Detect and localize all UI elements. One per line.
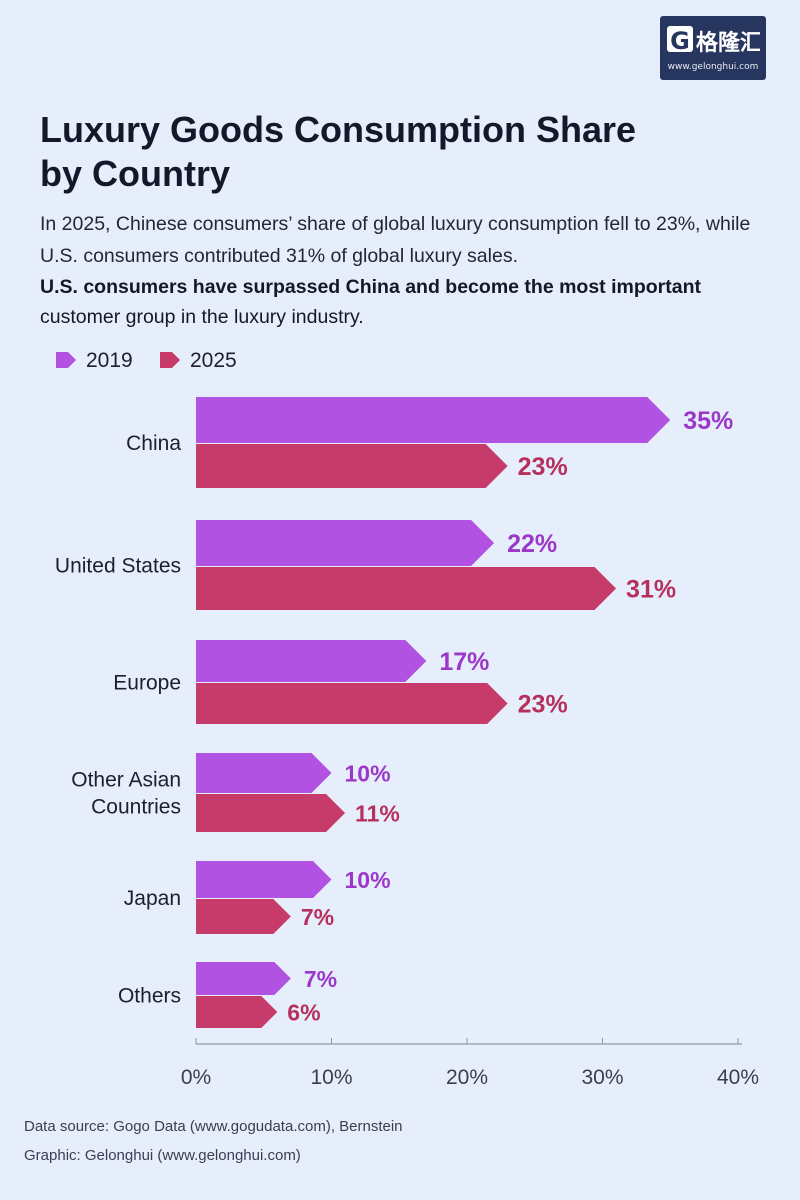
bar-2025-japan <box>196 899 291 934</box>
bar-2025-other-asian-countries <box>196 794 346 832</box>
bar-2019-others <box>196 962 291 995</box>
chart-takeaway: U.S. consumers have surpassed China and … <box>40 272 770 332</box>
chart-subtitle: In 2025, Chinese consumers’ share of glo… <box>40 213 751 267</box>
category-label-japan: Japan <box>124 887 181 910</box>
chart-takeaway-bold: U.S. consumers have surpassed China and … <box>40 276 702 298</box>
bar-2025-others <box>196 996 278 1028</box>
brand-logo: G 格隆汇 www.gelonghui.com <box>660 16 766 80</box>
category-label-china: China <box>126 432 181 455</box>
x-tick-label-40: 40% <box>717 1066 759 1089</box>
value-label-2019-japan: 10% <box>345 867 391 893</box>
x-tick-label-30: 30% <box>581 1066 623 1089</box>
value-label-2019-others: 7% <box>304 966 337 992</box>
x-tick-label-10: 10% <box>310 1066 352 1089</box>
bar-2019-china <box>196 397 671 443</box>
value-label-2019-united-states: 22% <box>507 530 557 558</box>
category-label-other-asian-countries-line1: Other Asian <box>71 769 181 792</box>
bar-2019-other-asian-countries <box>196 753 332 793</box>
graphic-credit: Graphic: Gelonghui (www.gelonghui.com) <box>24 1147 301 1164</box>
x-tick-label-20: 20% <box>446 1066 488 1089</box>
bar-2025-europe <box>196 683 508 724</box>
value-label-2025-europe: 23% <box>518 691 568 719</box>
bar-2025-united-states <box>196 567 617 610</box>
logo-url: www.gelonghui.com <box>667 62 759 72</box>
logo-mark: G <box>670 27 690 55</box>
logo-g-icon: G 格隆汇 <box>667 26 760 56</box>
bar-2019-japan <box>196 861 332 898</box>
chart-takeaway-rest: customer group in the luxury industry. <box>40 306 364 328</box>
x-tick-label-0: 0% <box>181 1066 211 1089</box>
value-label-2025-others: 6% <box>287 999 320 1025</box>
bar-2019-europe <box>196 640 427 682</box>
value-label-2019-other-asian-countries: 10% <box>345 760 391 786</box>
value-label-2025-united-states: 31% <box>626 576 676 604</box>
footer: Data source: Gogo Data (www.gogudata.com… <box>24 1112 764 1170</box>
category-label-others: Others <box>118 985 181 1008</box>
bar-chart: 2019 2025 0% 10% 20% 30% 40% 35% 23% China 22% 31% U… <box>55 349 759 1089</box>
legend-label-2019: 2019 <box>86 349 133 372</box>
value-label-2025-japan: 7% <box>301 904 334 930</box>
legend-swatch-2025 <box>160 352 180 368</box>
value-label-2019-europe: 17% <box>439 648 489 676</box>
category-label-europe: Europe <box>113 672 181 695</box>
value-label-2025-other-asian-countries: 11% <box>355 800 400 826</box>
value-label-2019-china: 35% <box>683 407 733 435</box>
legend-swatch-2019 <box>56 352 76 368</box>
bar-2019-united-states <box>196 520 495 566</box>
chart-title: Luxury Goods Consumption Share by Countr… <box>40 109 637 194</box>
legend-label-2025: 2025 <box>190 349 237 372</box>
logo-text: 格隆汇 <box>696 30 760 56</box>
category-label-united-states: United States <box>55 555 181 578</box>
data-source: Data source: Gogo Data (www.gogudata.com… <box>24 1118 403 1135</box>
category-label-other-asian-countries-line2: Countries <box>91 796 181 819</box>
value-label-2025-china: 23% <box>518 453 568 481</box>
bar-2025-china <box>196 444 508 488</box>
